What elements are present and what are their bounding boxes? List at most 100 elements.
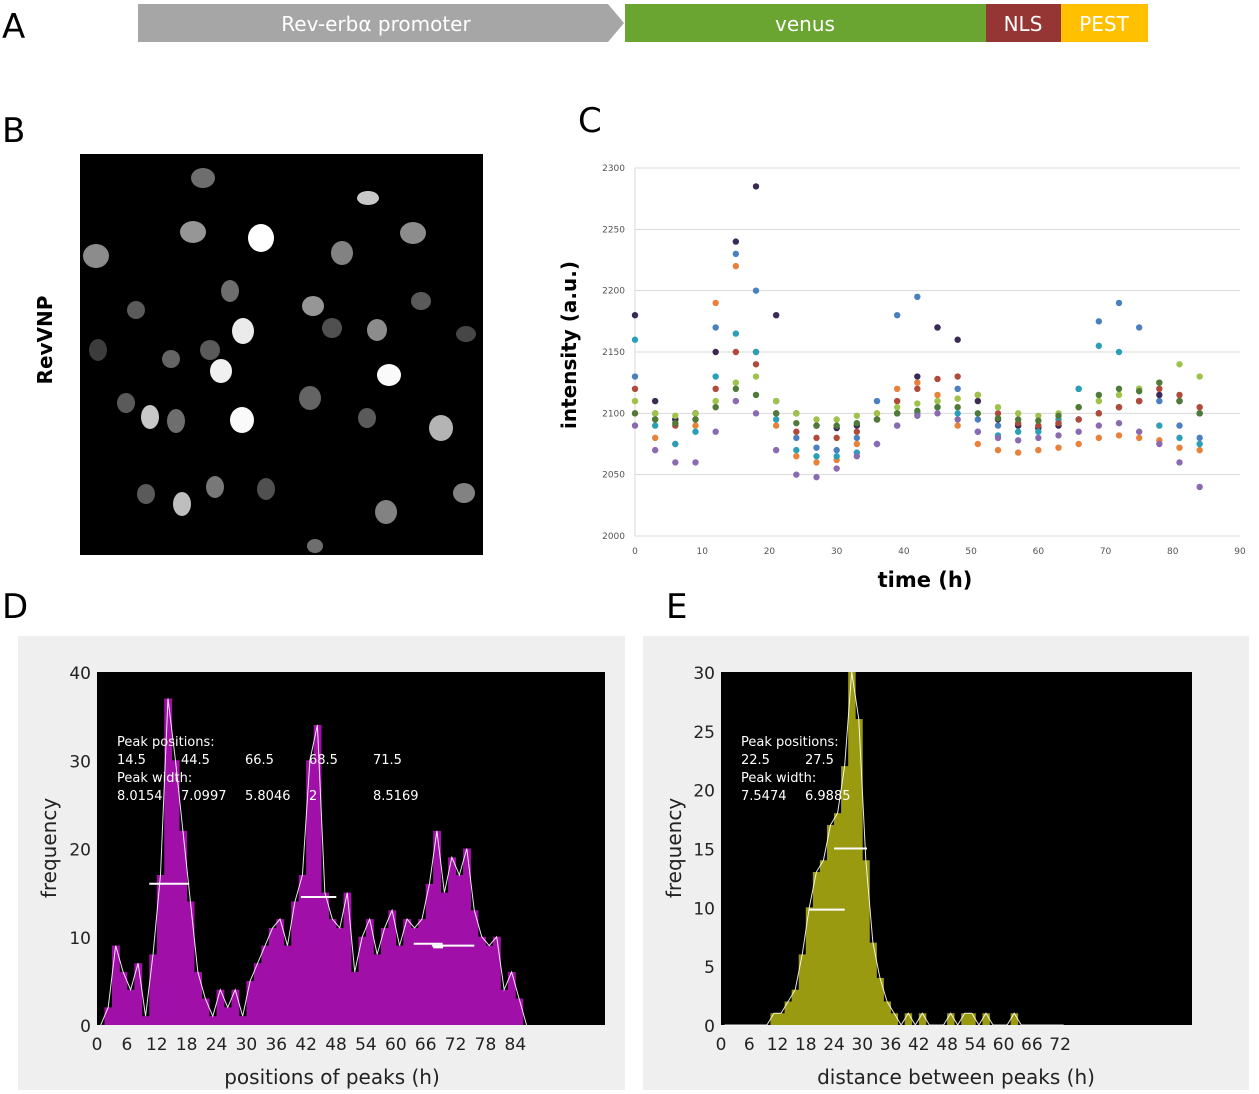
segment-pest [1061, 4, 1148, 42]
histogram-bar [111, 945, 120, 1025]
histogram-bar [798, 954, 807, 1025]
x-tick-label: 6 [744, 1035, 755, 1055]
data-point [631, 410, 639, 417]
histogram-bar [104, 1007, 113, 1025]
histogram-bar [834, 813, 842, 1025]
data-point [974, 391, 982, 399]
panel-label-d: D [2, 587, 28, 627]
data-point [752, 361, 760, 368]
histogram-bar [862, 860, 870, 1025]
data-point [752, 183, 760, 190]
cell-nucleus [141, 405, 159, 429]
peak-width-value: 6.9885 [805, 789, 851, 804]
data-point [651, 446, 659, 454]
x-tick-label: 12 [146, 1035, 168, 1055]
histogram-bar [156, 874, 165, 1025]
fit-line [100, 698, 528, 1026]
x-tick-label: 42 [908, 1035, 930, 1055]
histogram-bar [463, 848, 471, 1025]
x-axis-label: positions of peaks (h) [224, 1065, 440, 1089]
data-point [813, 434, 820, 442]
data-point [1156, 440, 1163, 448]
data-point [1196, 483, 1203, 491]
segment-nls-label: NLS [1004, 12, 1043, 36]
histogram-bar [869, 942, 877, 1025]
data-point [1176, 391, 1183, 399]
data-point [752, 287, 760, 294]
x-tick-label: 48 [936, 1035, 958, 1055]
data-point [1196, 446, 1203, 454]
data-point [893, 385, 901, 392]
y-tick-label: 15 [693, 841, 715, 861]
y-axis-label: frequency [37, 798, 61, 898]
histogram-bar [492, 936, 501, 1025]
histogram-bar [819, 860, 828, 1025]
data-point [1095, 318, 1103, 325]
data-point [1196, 434, 1203, 442]
data-point [1176, 434, 1183, 442]
histogram-bar [961, 1013, 969, 1025]
data-point [813, 444, 820, 451]
data-point [752, 348, 760, 356]
cell-nucleus [206, 476, 224, 498]
histogram-bar [171, 760, 180, 1025]
histogram-bar [855, 719, 863, 1025]
histogram-bar [209, 1016, 217, 1025]
data-point [651, 434, 659, 442]
y-tick-label: 0 [704, 1017, 715, 1037]
histogram-bar [186, 901, 195, 1025]
data-point [833, 446, 840, 454]
data-point [712, 385, 719, 392]
histogram-bar [448, 857, 456, 1025]
data-point [793, 410, 800, 417]
data-point [772, 422, 780, 429]
data-point [1035, 417, 1042, 424]
histogram-bar [500, 989, 509, 1025]
histogram-bar [246, 980, 255, 1025]
histogram-bar [826, 824, 835, 1025]
histogram-bar [313, 724, 322, 1025]
histogram-bar [119, 972, 128, 1025]
data-point [1075, 428, 1082, 435]
data-point [954, 404, 961, 411]
segment-venus [625, 4, 986, 42]
data-point [1075, 416, 1082, 423]
data-point [732, 238, 740, 245]
y-tick-label: 25 [693, 723, 715, 743]
y-tick-label: 0 [80, 1017, 91, 1037]
data-point [692, 416, 699, 423]
data-point [1156, 379, 1163, 386]
peak-width-label: Peak width: [117, 771, 192, 786]
data-point [1115, 432, 1123, 439]
x-axis-label: time (h) [878, 568, 973, 592]
data-point [1135, 324, 1143, 331]
histogram-bar [336, 927, 344, 1025]
cell-nucleus [191, 168, 215, 188]
x-tick-label: 30 [851, 1035, 873, 1055]
data-point [1075, 440, 1082, 448]
data-point [712, 324, 719, 331]
y-tick-label: 2250 [602, 225, 625, 235]
data-point [1115, 391, 1123, 399]
data-point [873, 397, 881, 405]
histogram-bar [947, 1013, 955, 1025]
data-point [651, 397, 659, 405]
x-tick-label: 42 [295, 1035, 317, 1055]
data-point [994, 410, 1002, 417]
data-point [914, 412, 921, 419]
histogram-bar [425, 883, 434, 1025]
cell-nucleus [137, 484, 155, 504]
data-point [1075, 404, 1082, 411]
peak-position-value: 68.5 [309, 753, 338, 768]
y-tick-label: 10 [69, 929, 91, 949]
x-tick-label: 60 [993, 1035, 1015, 1055]
cell-nucleus [180, 221, 206, 243]
histogram-bar [358, 936, 367, 1025]
y-tick-label: 20 [69, 841, 91, 861]
histogram-bar [478, 936, 486, 1025]
cell-nucleus [307, 539, 323, 553]
cell-nucleus [377, 364, 401, 386]
x-tick-label: 40 [898, 547, 910, 557]
y-axis-label: intensity (a.u.) [557, 261, 581, 429]
